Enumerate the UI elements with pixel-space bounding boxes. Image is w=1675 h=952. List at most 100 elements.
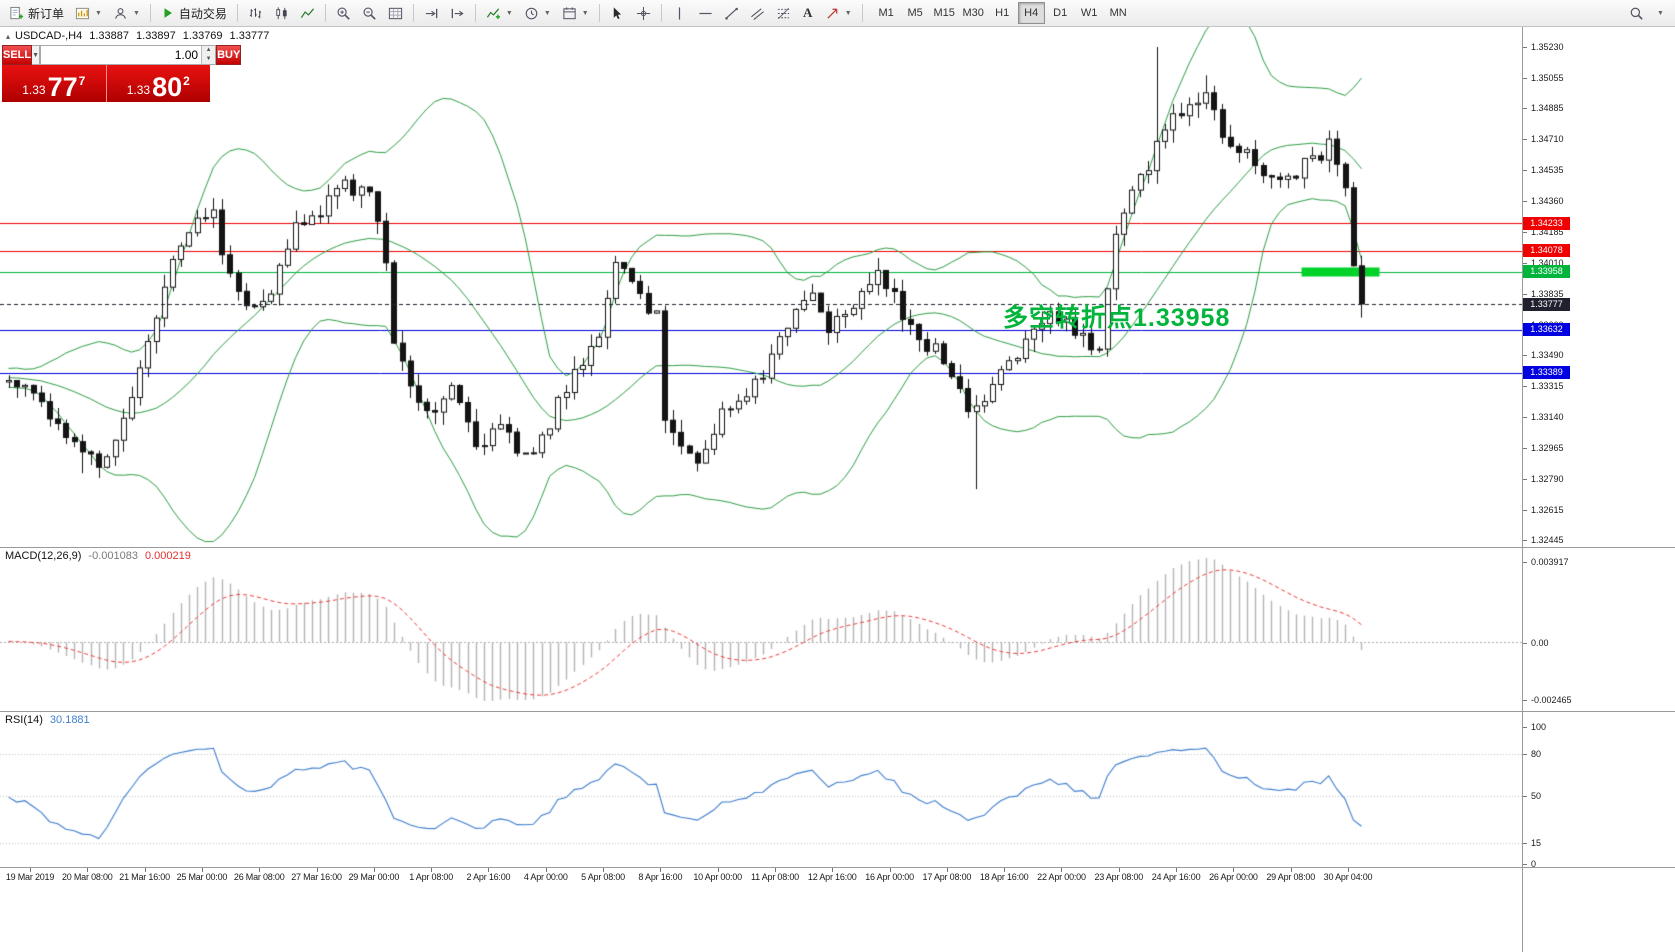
time-tick-label: 22 Apr 00:00 <box>1037 872 1086 882</box>
price-tick-label: 1.34185 <box>1531 226 1564 237</box>
chevron-down-icon: ▼ <box>543 9 551 17</box>
time-tick-mark <box>259 868 260 872</box>
time-tick-mark <box>30 868 31 872</box>
time-tick-mark <box>1004 868 1005 872</box>
templates-button[interactable]: ▼ <box>557 2 594 24</box>
cursor-button[interactable] <box>605 2 630 24</box>
rsi-tick-mark <box>1523 754 1527 755</box>
hline-price-badge: 1.33958 <box>1523 265 1570 279</box>
buy-button[interactable]: BUY <box>216 45 242 65</box>
price-tick-mark <box>1523 263 1527 264</box>
price-tick-mark <box>1523 386 1527 387</box>
toolbar-separator <box>598 4 600 22</box>
toolbar: 新订单 ▼ ▼ 自动交易 <box>0 0 1675 27</box>
sell-price[interactable]: 1.33 77 7 <box>2 65 107 102</box>
chevron-down-icon: ▼ <box>844 9 852 17</box>
chart-shift-button[interactable] <box>445 2 470 24</box>
fibonacci-button[interactable] <box>771 2 796 24</box>
zoom-out-button[interactable] <box>357 2 382 24</box>
autotrading-button[interactable]: 自动交易 <box>156 2 232 24</box>
new-chart-button[interactable]: ▼ <box>70 2 107 24</box>
line-chart-button[interactable] <box>295 2 320 24</box>
chevron-down-icon: ▼ <box>1657 9 1664 17</box>
arrow-tool-button[interactable]: ▼ <box>820 2 857 24</box>
rsi-tick-label: 50 <box>1531 790 1542 801</box>
text-tool-button[interactable]: A <box>797 2 819 24</box>
channel-button[interactable] <box>745 2 770 24</box>
timeframe-W1[interactable]: W1 <box>1080 7 1098 19</box>
timeframe-M1[interactable]: M1 <box>878 7 894 19</box>
time-tick-label: 2 Apr 16:00 <box>466 872 511 882</box>
time-tick-mark <box>317 868 318 872</box>
new-order-button[interactable]: 新订单 <box>4 2 69 24</box>
time-tick-label: 30 Apr 04:00 <box>1323 872 1373 882</box>
timeframe-H4[interactable]: H4 <box>1017 2 1045 24</box>
panel-divider[interactable] <box>0 547 1675 548</box>
price-tick-mark <box>1523 170 1527 171</box>
macd-panel-canvas[interactable] <box>0 548 1522 711</box>
order-options-dropdown[interactable]: ▼ <box>32 45 41 65</box>
rsi-header: RSI(14) 30.1881 <box>5 714 90 726</box>
trendline-icon <box>725 7 738 19</box>
vertical-line-icon <box>678 6 680 20</box>
vertical-line-button[interactable] <box>667 2 692 24</box>
price-tick-mark <box>1523 540 1527 541</box>
toolbar-options-button[interactable]: ▼ <box>1649 2 1671 24</box>
timeframe-D1[interactable]: D1 <box>1053 7 1068 19</box>
periods-button[interactable]: ▼ <box>519 2 556 24</box>
time-tick-mark <box>145 868 146 872</box>
tile-windows-button[interactable] <box>383 2 408 24</box>
panel-divider[interactable] <box>0 711 1675 712</box>
time-tick-label: 26 Apr 00:00 <box>1209 872 1258 882</box>
indicators-button[interactable]: ▼ <box>481 2 518 24</box>
timeframe-MN[interactable]: MN <box>1109 7 1127 19</box>
zoom-in-button[interactable] <box>331 2 356 24</box>
volume-increase-button[interactable]: ▲ <box>202 46 216 55</box>
price-tick-mark <box>1523 479 1527 480</box>
timeframe-M5[interactable]: M5 <box>907 7 923 19</box>
search-icon <box>1630 7 1643 20</box>
bar-chart-button[interactable] <box>243 2 268 24</box>
indicators-icon <box>486 7 500 19</box>
rsi-tick-label: 15 <box>1531 838 1542 849</box>
horizontal-line-button[interactable] <box>693 2 718 24</box>
price-tick-label: 1.35055 <box>1531 72 1564 83</box>
time-axis: 19 Mar 2019 20 Mar 08:00 21 Mar 16:00 25 Ma… <box>0 868 1522 952</box>
buy-price[interactable]: 1.33 80 2 <box>106 65 210 102</box>
timeframe-H1[interactable]: H1 <box>995 7 1010 19</box>
sell-button[interactable]: SELL <box>2 45 33 65</box>
price-tick-label: 1.35230 <box>1531 42 1564 53</box>
profiles-button[interactable]: ▼ <box>108 2 145 24</box>
rsi-tick-label: 0 <box>1531 859 1537 869</box>
price-tick-mark <box>1523 232 1527 233</box>
time-tick-label: 25 Mar 00:00 <box>176 872 228 882</box>
time-tick-label: 11 Apr 08:00 <box>750 872 799 882</box>
fibonacci-icon <box>777 7 789 19</box>
ohlc-open: 1.33887 <box>89 30 130 42</box>
rsi-tick-label: 80 <box>1531 749 1542 760</box>
collapse-panel-icon[interactable]: ▴ <box>6 31 11 41</box>
auto-scroll-button[interactable] <box>419 2 444 24</box>
timeframe-M15[interactable]: M15 <box>933 7 955 19</box>
crosshair-button[interactable] <box>631 2 656 24</box>
time-tick-label: 8 Apr 16:00 <box>638 872 683 882</box>
ohlc-close: 1.33777 <box>229 30 270 42</box>
macd-tick-mark <box>1523 700 1527 701</box>
timeframe-M30[interactable]: M30 <box>962 7 984 19</box>
volume-decrease-button[interactable]: ▼ <box>202 55 216 64</box>
play-icon <box>164 8 172 18</box>
price-chart-canvas[interactable] <box>0 26 1522 547</box>
search-button[interactable] <box>1624 2 1649 24</box>
time-tick-mark <box>603 868 604 872</box>
rsi-panel-canvas[interactable] <box>0 712 1522 867</box>
macd-label: MACD(12,26,9) <box>5 550 82 562</box>
time-tick-mark <box>660 868 661 872</box>
chevron-down-icon: ▼ <box>95 9 102 17</box>
time-tick-mark <box>488 868 489 872</box>
candlestick-chart-button[interactable] <box>269 2 294 24</box>
trendline-button[interactable] <box>719 2 744 24</box>
horizontal-line-icon <box>699 12 712 14</box>
volume-input[interactable] <box>41 46 202 64</box>
chart-title: ▴ USDCAD-,H4 1.33887 1.33897 1.33769 1.3… <box>6 30 269 42</box>
one-click-trading-panel: SELL ▼ ▲ ▼ BUY 1.33 77 7 1.3 <box>2 45 242 102</box>
